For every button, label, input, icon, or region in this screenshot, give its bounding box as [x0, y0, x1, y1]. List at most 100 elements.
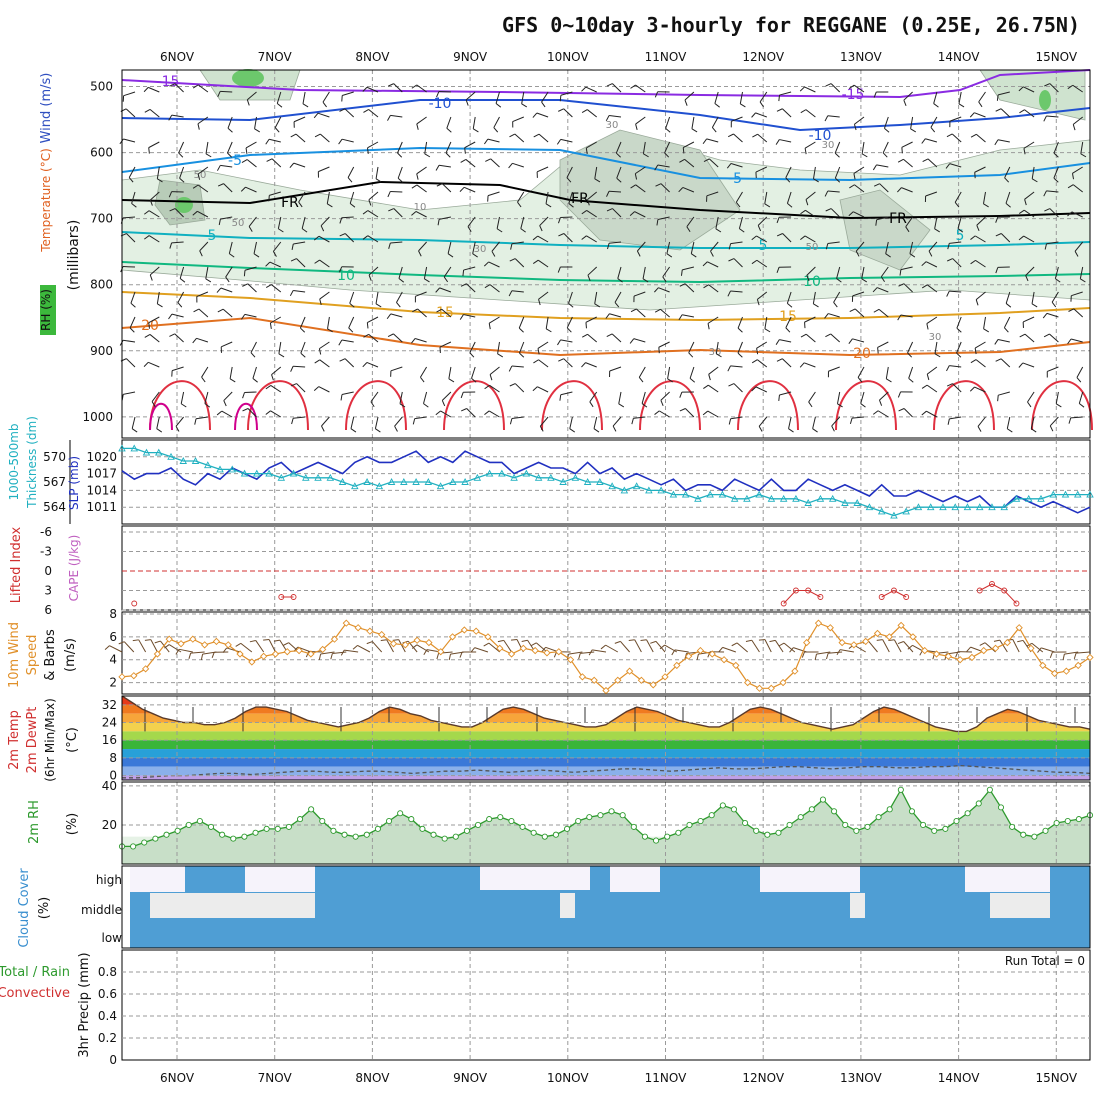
wind-barb-flag — [283, 642, 289, 646]
wind-barb-flag — [396, 302, 401, 308]
wind-barb-flag — [485, 158, 491, 162]
wind10-point — [932, 650, 941, 658]
wind-barb-flag — [1055, 278, 1061, 283]
wind-barb-flag — [459, 651, 463, 658]
wind-barb — [1012, 639, 1020, 653]
wind-axis-label: Wind (m/s) — [39, 73, 54, 144]
wind-barb — [566, 316, 573, 329]
wind-barb — [511, 365, 524, 368]
wind-barb — [344, 108, 355, 118]
thickness-point — [596, 478, 604, 485]
wind-barb — [1000, 108, 1011, 118]
wind-barb-flag — [607, 243, 610, 250]
wind10-tick-label: 6 — [109, 630, 117, 644]
wind-barb-flag — [922, 158, 929, 163]
contour-label: FR — [889, 211, 907, 227]
wind-barb — [930, 116, 938, 128]
wind-barb-flag — [969, 112, 975, 118]
contour-label: -10 — [429, 96, 452, 112]
wind-barb-flag — [435, 164, 440, 171]
wind-barb-flag — [728, 258, 735, 262]
wind-barb — [634, 639, 642, 653]
wind-barb-flag — [641, 403, 648, 408]
rh2m-point — [931, 827, 938, 834]
rh2m-frame — [121, 781, 1091, 865]
wind10-speed-line — [121, 622, 1091, 692]
wind-barb-flag — [897, 391, 902, 398]
wind10-point — [708, 650, 716, 658]
wind-barb — [1003, 316, 1011, 328]
wind-barb — [368, 333, 379, 343]
wind-barb — [271, 366, 282, 376]
wind-barb — [221, 341, 233, 348]
wind-barb — [390, 366, 403, 372]
wind-barb-flag — [436, 653, 440, 660]
wind-barb — [367, 141, 379, 149]
wind-barb-flag — [537, 348, 540, 355]
wind-barb-flag — [375, 178, 382, 183]
wind-barb — [466, 408, 476, 418]
day-label-bottom: 6NOV — [160, 1071, 195, 1085]
wind-barb-flag — [508, 365, 513, 372]
wind-barb-flag — [278, 353, 285, 358]
wind-barb — [268, 639, 276, 653]
wind10-point — [354, 624, 362, 632]
wind-barb-flag — [689, 377, 696, 383]
wind-barb — [537, 259, 549, 268]
wind-barb — [1072, 184, 1084, 193]
thickness-point — [608, 482, 616, 490]
cloud-gap — [610, 866, 660, 892]
wind-barb-flag — [532, 235, 538, 241]
wind-barb — [779, 339, 792, 343]
wind-barb — [293, 116, 306, 123]
rh2m-point — [897, 786, 904, 793]
rh2m-area — [122, 789, 1090, 864]
precip-label-a: Total / Rain — [0, 965, 70, 980]
wind-barb — [497, 341, 500, 354]
wind-barb — [609, 366, 622, 372]
wind-barb-flag — [849, 184, 855, 189]
rh2m-point — [363, 831, 370, 838]
wind-barb — [296, 383, 306, 393]
wind-barb — [782, 233, 792, 243]
temp2m-label-a: 2m Temp — [7, 710, 22, 770]
wind10-label-a: 10m Wind — [7, 622, 22, 688]
wind-barb-flag — [1073, 652, 1077, 659]
wind-barb — [756, 359, 768, 368]
wind-barb-flag — [716, 353, 722, 358]
thickness-point — [988, 503, 996, 511]
wind-barb — [375, 166, 379, 179]
thickness-point — [890, 511, 898, 519]
wind-barb — [587, 333, 598, 343]
wind-barb — [616, 166, 622, 179]
wind-barb-flag — [157, 178, 163, 183]
day-label-top: 8NOV — [355, 50, 390, 64]
rh2m-point — [352, 833, 359, 840]
wind-barb — [1070, 338, 1083, 343]
wind-barb-flag — [557, 217, 561, 224]
wind-barb — [1072, 116, 1084, 125]
wind-barb — [271, 158, 282, 168]
wind-barb — [633, 416, 646, 419]
wind-barb — [372, 641, 383, 653]
wind-barb — [293, 162, 306, 168]
cloud-frame — [121, 865, 1091, 949]
wind-barb — [880, 266, 889, 278]
thickness-point — [155, 448, 163, 456]
wind-barb-flag — [424, 153, 431, 158]
wind-barb — [1023, 86, 1035, 93]
day-label-bottom: 12NOV — [742, 1071, 784, 1085]
wind-barb — [908, 366, 914, 379]
wind-barb — [342, 91, 354, 96]
wind10-point — [566, 656, 575, 664]
wind-barb — [204, 391, 209, 404]
wind-barb — [633, 291, 646, 297]
wind-barb-flag — [216, 165, 221, 171]
wind-barb — [634, 211, 646, 218]
wind-barb — [664, 141, 671, 154]
wind-barb — [423, 391, 428, 404]
day-label-bottom: 7NOV — [258, 1071, 293, 1085]
wind-barb-flag — [958, 103, 965, 108]
wind-barb — [637, 241, 646, 252]
wind-barb-flag — [205, 153, 212, 158]
